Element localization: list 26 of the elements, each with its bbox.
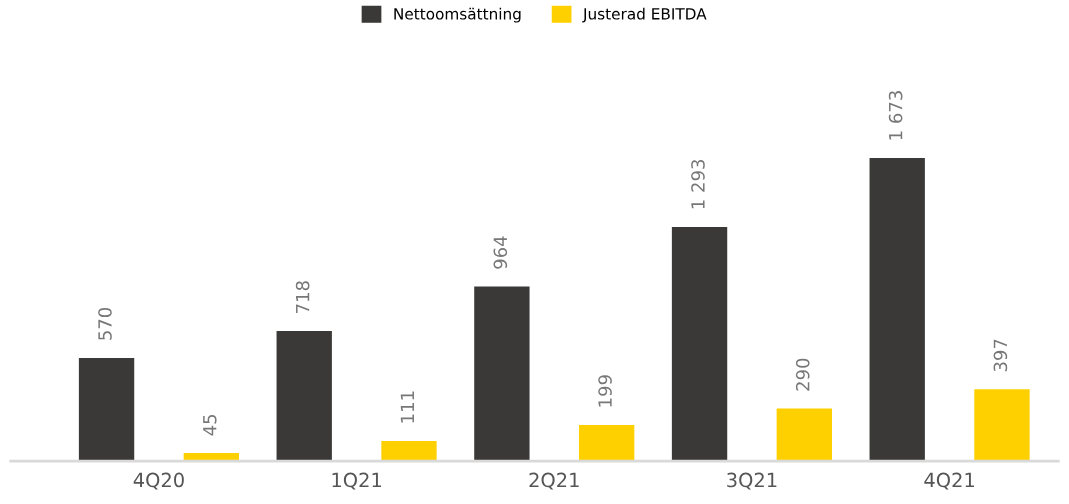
data-label: 570 bbox=[98, 307, 112, 340]
bar bbox=[671, 226, 728, 462]
legend-label: Nettoomsättning bbox=[394, 7, 521, 23]
data-label: 290 bbox=[795, 358, 810, 391]
data-label: 1 673 bbox=[888, 91, 903, 140]
data-label: 45 bbox=[203, 414, 217, 436]
x-tick-label: 1Q21 bbox=[332, 472, 382, 490]
legend-label: Justerad EBITDA bbox=[582, 7, 707, 23]
bar bbox=[474, 286, 530, 462]
x-tick-label: 4Q20 bbox=[133, 472, 184, 490]
x-tick-label: 3Q21 bbox=[727, 472, 777, 490]
data-label: 1 293 bbox=[691, 159, 705, 209]
x-tick-label: 4Q21 bbox=[924, 472, 975, 490]
bar bbox=[78, 357, 135, 462]
bar bbox=[276, 331, 332, 462]
data-label: 718 bbox=[295, 281, 310, 313]
bar bbox=[381, 441, 437, 462]
data-label: 111 bbox=[400, 391, 414, 423]
data-label: 199 bbox=[598, 375, 612, 407]
bar bbox=[776, 408, 832, 462]
data-label: 397 bbox=[993, 339, 1008, 372]
bar bbox=[578, 425, 635, 462]
bar bbox=[974, 389, 1030, 462]
x-tick-label: 2Q21 bbox=[529, 472, 579, 490]
data-label: 964 bbox=[493, 236, 508, 269]
bar bbox=[869, 158, 925, 462]
